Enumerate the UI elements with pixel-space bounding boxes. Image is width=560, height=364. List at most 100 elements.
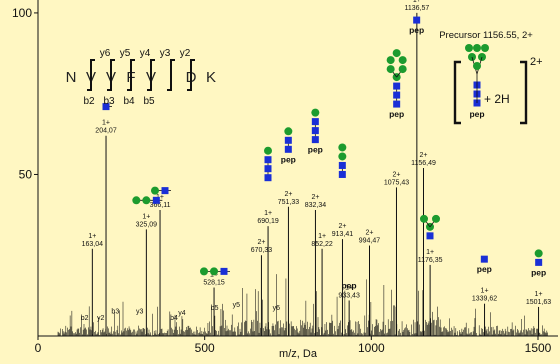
- peak-charge-label: 2+: [392, 171, 400, 178]
- hexnac-square: [535, 258, 543, 266]
- peak-charge-label: 2+: [257, 239, 265, 246]
- hexose-circle: [284, 127, 293, 136]
- peak-charge-label: 1+: [102, 120, 110, 127]
- peak-mz-label: 690,19: [257, 218, 279, 225]
- hexnac-square: [480, 255, 488, 263]
- hexose-circle: [432, 214, 440, 223]
- hexose-circle: [398, 65, 407, 74]
- y-ion-y6: y6: [100, 48, 111, 59]
- hexnac-square: [393, 91, 401, 99]
- ion-label-b5: b5: [211, 305, 219, 312]
- ion-label-b2: b2: [81, 315, 89, 322]
- y-ion-y3: y3: [160, 48, 171, 59]
- y-tick-label: 50: [19, 167, 33, 181]
- hexnac-square: [311, 127, 319, 135]
- peak-mz-label: 832,34: [305, 202, 327, 209]
- peak-mz-label: 366,11: [150, 202, 171, 209]
- hexnac-square: [161, 187, 169, 195]
- hexose-circle: [151, 186, 159, 195]
- hexnac-square: [413, 16, 421, 24]
- ion-label-y5: y5: [233, 302, 241, 309]
- peak-charge-label: 1+: [535, 291, 543, 298]
- pep-label: pep: [341, 280, 356, 290]
- hexose-circle: [398, 56, 407, 65]
- hexose-circle: [392, 49, 401, 58]
- peak-mz-label: 994,47: [359, 238, 381, 245]
- peak-charge-label: 1+: [426, 249, 434, 256]
- peak-mz-label: 1156,49: [411, 160, 436, 167]
- pep-label: pep: [469, 109, 484, 119]
- peak-charge-label: 1+: [345, 284, 353, 291]
- glycan-structure: pep: [308, 108, 323, 155]
- glycan-structure: pep: [477, 255, 492, 274]
- peak-charge-label: 1+: [264, 210, 272, 217]
- fragment-bracket: [187, 59, 195, 91]
- glycan-structure: [151, 186, 171, 195]
- peak-mz-label: 751,33: [278, 199, 300, 206]
- peak-charge-label: 1+: [156, 194, 164, 201]
- glycan-structure: pep: [281, 127, 296, 164]
- peak-mz-label: 1136,57: [404, 5, 429, 12]
- hexnac-square: [284, 136, 292, 144]
- ion-label-b3: b3: [111, 308, 119, 315]
- hexnac-square: [338, 161, 346, 169]
- hexnac-square: [393, 100, 401, 108]
- x-tick-label: 0: [35, 341, 42, 355]
- glycan-structure: [338, 143, 347, 178]
- fragment-bracket: [107, 59, 115, 91]
- labeled-peaks: 1+163,041+204,071+325,091+366,111+528,15…: [82, 0, 551, 336]
- hexose-circle: [311, 108, 320, 117]
- y-ion-y2: y2: [180, 48, 191, 59]
- pep-label: pep: [409, 25, 424, 35]
- glycan-structure: [264, 146, 272, 182]
- noise-peaks: [57, 274, 548, 336]
- peak-charge-label: 2+: [284, 191, 292, 198]
- x-tick-label: 500: [195, 341, 215, 355]
- peak-charge-label: 2+: [311, 194, 319, 201]
- hexose-circle: [386, 56, 395, 65]
- fragment-bracket: [87, 59, 95, 91]
- fragment-bracket: [147, 59, 155, 91]
- hexose-circle: [264, 146, 272, 155]
- hexnac-square: [393, 82, 401, 90]
- peak-mz-label: 852,22: [311, 241, 333, 248]
- precursor-adduct: + 2H: [484, 92, 510, 106]
- glycan-structure: pep: [341, 280, 356, 290]
- peak-mz-label: 528,15: [203, 280, 225, 287]
- b-ion-b4: b4: [123, 96, 135, 107]
- peak-mz-label: 1339,62: [472, 296, 497, 303]
- y-ion-y4: y4: [140, 48, 151, 59]
- hexose-circle: [534, 249, 543, 258]
- glycan-structure: [102, 103, 112, 111]
- fragment-bracket: [127, 59, 135, 91]
- ion-label-y3: y3: [136, 308, 144, 315]
- hexnac-square: [264, 165, 272, 173]
- pep-label: pep: [281, 154, 296, 164]
- b-ion-b3: b3: [103, 96, 115, 107]
- peak-mz-label: 325,09: [136, 221, 158, 228]
- pep-label: pep: [477, 264, 492, 274]
- fragment-bracket: [167, 59, 175, 91]
- hexose-circle: [200, 267, 208, 276]
- hexose-circle: [481, 44, 489, 52]
- hexnac-square: [220, 267, 228, 275]
- hexnac-square: [152, 196, 160, 204]
- hexose-circle: [420, 214, 428, 223]
- glycan-structure: pep: [531, 249, 546, 277]
- peak-mz-label: 204,07: [95, 128, 117, 135]
- precursor-label: Precursor 1156.55, 2+: [439, 30, 533, 41]
- glycan-structure: [420, 214, 440, 240]
- b-ion-b2: b2: [83, 96, 95, 107]
- peak-mz-label: 670,33: [251, 247, 273, 254]
- x-axis-title: m/z, Da: [279, 348, 318, 359]
- peak-charge-label: 2+: [365, 230, 373, 237]
- hexose-circle: [338, 152, 347, 161]
- residue-N: N: [66, 69, 77, 86]
- precursor-charge: 2+: [530, 56, 543, 68]
- hexnac-square: [426, 232, 434, 240]
- ion-label-y2: y2: [97, 315, 105, 322]
- x-tick-label: 1500: [525, 341, 552, 355]
